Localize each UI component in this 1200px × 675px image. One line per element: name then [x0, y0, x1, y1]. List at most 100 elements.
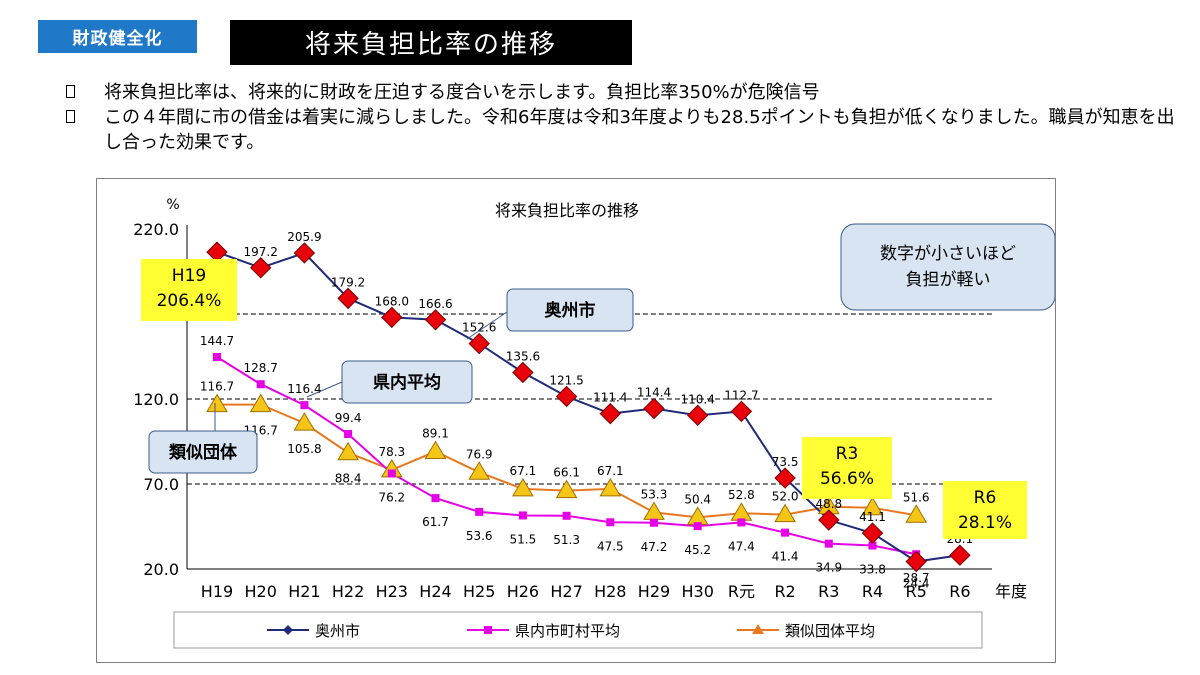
callout-h19-text: 206.4% [157, 291, 222, 311]
data-label: 110.4 [681, 392, 715, 406]
callout-h19-box [141, 259, 237, 321]
data-label: 116.7 [200, 380, 234, 394]
data-label: 28.7 [903, 571, 930, 585]
callout-oshu-box [506, 288, 634, 332]
callout-h19-text: H19 [172, 266, 206, 286]
oshu-point [337, 287, 359, 310]
callout-kennai-pointer [306, 381, 343, 398]
ruiji-point [774, 503, 796, 523]
ruiji-point [730, 502, 753, 521]
data-label: 99.4 [335, 411, 362, 425]
callout-r3-text: R3 [836, 444, 859, 464]
data-label: 88.4 [335, 472, 362, 486]
kennai-point [344, 430, 353, 439]
kennai-point [562, 511, 571, 520]
y-tick-label: 120.0 [133, 390, 179, 409]
kennai-point [387, 469, 396, 478]
y-tick-label: 20.0 [143, 560, 179, 579]
kennai-point [824, 539, 833, 548]
section-tag: 財政健全化 [38, 20, 197, 53]
data-label: 144.7 [200, 334, 234, 348]
data-label: 166.6 [418, 297, 452, 311]
oshu-point [686, 404, 709, 427]
x-tick-label: H30 [682, 582, 714, 601]
x-tick-label: H28 [594, 582, 626, 601]
x-tick-label: H23 [376, 582, 408, 601]
ruiji-point [249, 393, 272, 413]
data-label: 112.7 [724, 388, 758, 402]
note-text: 数字が小さいほど [880, 244, 1016, 264]
data-label: 152.6 [462, 321, 496, 335]
x-tick-label: H26 [507, 582, 539, 601]
x-tick-label: H27 [550, 582, 582, 601]
data-label: 34.9 [815, 561, 842, 575]
x-tick-label: H24 [419, 582, 451, 601]
callout-oshu-text: 奥州市 [545, 300, 596, 321]
note-box [840, 223, 1055, 311]
y-tick-label: 70.0 [143, 475, 179, 494]
oshu-point [381, 306, 403, 329]
callout-oshu-pointer [466, 311, 508, 340]
bullet-item: この４年間に市の借金は着実に減らしました。令和6年度は令和3年度よりも28.5ポ… [66, 105, 1186, 155]
data-label: 45.2 [684, 543, 711, 557]
data-label: 205.9 [287, 230, 321, 244]
x-tick-label: H19 [201, 582, 233, 601]
ruiji-point [337, 441, 359, 461]
data-label: 41.4 [772, 550, 799, 564]
bullet-text: 将来負担比率は、将来的に財政を圧迫する度合いを示します。負担比率350%が危険信… [104, 82, 820, 103]
oshu-point [468, 332, 490, 355]
kennai-point [256, 380, 265, 389]
ruiji-point [468, 461, 491, 480]
oshu-point [774, 467, 796, 489]
data-label: 114.4 [637, 386, 671, 400]
y-tick-label: 220.0 [133, 220, 179, 239]
x-tick-label: R3 [818, 582, 839, 601]
data-label: 168.0 [375, 294, 409, 308]
x-tick-label: R6 [949, 582, 970, 601]
ruiji-point [861, 496, 884, 516]
oshu-point [949, 544, 971, 566]
x-tick-label: H25 [463, 582, 495, 601]
bullet-item: 将来負担比率は、将来的に財政を圧迫する度合いを示します。負担比率350%が危険信… [66, 80, 1186, 105]
data-label: 51.6 [903, 490, 930, 504]
kennai-point [868, 541, 877, 550]
data-label: 116.4 [287, 382, 321, 396]
oshu-point [555, 385, 578, 408]
slide-title: 将来負担比率の推移 [230, 20, 632, 65]
data-label: 53.3 [641, 487, 668, 501]
oshu-point [643, 397, 665, 420]
data-label: 50.4 [684, 492, 711, 506]
data-label: 24.4 [903, 577, 930, 591]
data-label: 67.1 [597, 464, 624, 478]
x-tick-label: R4 [862, 582, 883, 601]
data-label: 105.8 [287, 442, 321, 456]
ruiji-point [555, 479, 578, 499]
data-label: 47.4 [728, 539, 755, 553]
ruiji-point [424, 440, 447, 460]
x-tick-label: H22 [332, 582, 364, 601]
legend-label: 県内市町村平均 [515, 622, 620, 640]
callout-r3-text: 56.6% [820, 469, 874, 489]
data-label: 111.4 [593, 391, 627, 405]
ruiji-point [293, 412, 316, 431]
x-tick-label: H21 [288, 582, 320, 601]
data-label: 76.2 [378, 490, 405, 504]
x-tick-label: H29 [638, 582, 670, 601]
kennai-point [431, 494, 440, 503]
kennai-point [606, 518, 615, 527]
legend-marker [484, 626, 492, 634]
oshu-point [249, 257, 272, 279]
kennai-point [518, 511, 527, 520]
data-label: 47.5 [597, 539, 624, 553]
data-label: 89.1 [422, 427, 449, 441]
x-tick-label: R2 [774, 582, 795, 601]
bullet-list: 将来負担比率は、将来的に財政を圧迫する度合いを示します。負担比率350%が危険信… [66, 80, 1186, 155]
data-label: 128.7 [244, 361, 278, 375]
callout-ruiji-box [148, 430, 258, 474]
data-label: 41.1 [859, 510, 886, 524]
chart-svg: 将来負担比率の推移% 220.0 120.0 70.0 20.0 H19 H20 H21 H22… [133, 197, 1055, 649]
kennai-point [693, 522, 702, 531]
callout-r6-text: R6 [974, 488, 997, 508]
kennai-point [475, 507, 484, 516]
ruiji-point [512, 477, 534, 497]
